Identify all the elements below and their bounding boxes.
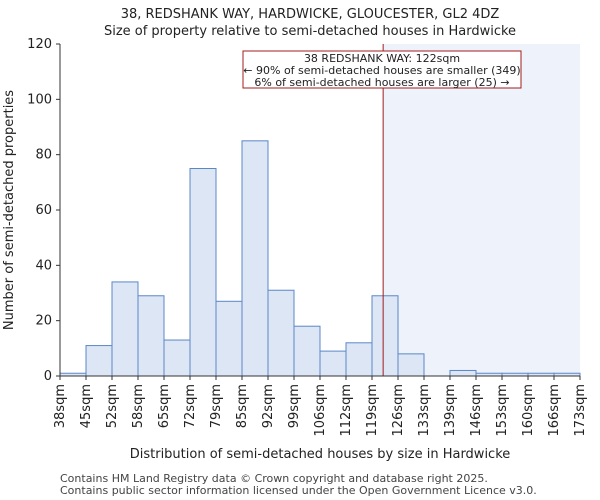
x-tick-label: 85sqm — [235, 384, 250, 428]
x-tick-label: 52sqm — [105, 384, 120, 428]
x-tick-label: 126sqm — [391, 384, 406, 437]
y-tick-label: 100 — [27, 92, 52, 107]
x-tick-label: 146sqm — [469, 384, 484, 437]
bar-112sqm — [345, 342, 373, 377]
bar-79sqm — [215, 300, 243, 377]
bar-92sqm — [267, 289, 295, 377]
y-axis-label: Number of semi-detached properties — [2, 90, 17, 330]
x-tick-label: 92sqm — [261, 384, 276, 428]
annotation-box: 38 REDSHANK WAY: 122sqm ← 90% of semi-de… — [242, 50, 522, 89]
bar-126sqm — [397, 353, 425, 377]
x-tick-label: 38sqm — [53, 384, 68, 428]
bar-139sqm — [449, 369, 477, 377]
x-tick-label: 112sqm — [339, 384, 354, 437]
x-tick-label: 65sqm — [157, 384, 172, 428]
y-tick-label: 120 — [27, 37, 52, 52]
bar-119sqm — [371, 295, 399, 377]
footer-line-1: Contains HM Land Registry data © Crown c… — [60, 472, 488, 485]
x-tick-label: 133sqm — [417, 384, 432, 437]
x-tick-label: 153sqm — [495, 384, 510, 437]
x-tick-label: 166sqm — [547, 384, 562, 437]
bar-72sqm — [189, 168, 217, 377]
y-tick-label: 40 — [35, 258, 52, 273]
x-tick-label: 119sqm — [365, 384, 380, 437]
annotation-line-1: 38 REDSHANK WAY: 122sqm — [304, 52, 460, 65]
bar-99sqm — [293, 325, 321, 377]
x-ticks: 38sqm 45sqm 52sqm 58sqm 65sqm 72sqm 79sqm 85sqm… — [53, 376, 588, 437]
x-tick-label: 160sqm — [521, 384, 536, 437]
bar-85sqm — [241, 140, 269, 377]
x-tick-label: 79sqm — [209, 384, 224, 428]
bar-106sqm — [319, 350, 347, 377]
x-tick-label: 58sqm — [131, 384, 146, 428]
x-tick-label: 173sqm — [573, 384, 588, 437]
annotation-line-3: 6% of semi-detached houses are larger (2… — [254, 76, 509, 89]
chart-subtitle: Size of property relative to semi-detach… — [104, 24, 516, 39]
annotation-line-2: ← 90% of semi-detached houses are smalle… — [243, 64, 520, 77]
annotation-frame — [242, 50, 522, 89]
y-tick-label: 0 — [44, 369, 52, 384]
x-axis-label: Distribution of semi-detached houses by … — [130, 447, 511, 462]
bar-52sqm — [111, 281, 139, 377]
footer-line-2: Contains public sector information licen… — [60, 484, 537, 497]
bar-65sqm — [163, 339, 191, 377]
x-tick-label: 45sqm — [79, 384, 94, 428]
x-tick-label: 139sqm — [443, 384, 458, 437]
x-tick-label: 99sqm — [287, 384, 302, 428]
y-tick-label: 60 — [35, 203, 52, 218]
y-ticks: 0 20 40 60 80 100 120 — [27, 37, 60, 384]
bar-58sqm — [137, 295, 165, 377]
y-tick-label: 20 — [35, 314, 52, 329]
x-tick-label: 72sqm — [183, 384, 198, 428]
bars — [59, 140, 581, 377]
x-tick-label: 106sqm — [313, 384, 328, 437]
larger-properties-region — [383, 44, 580, 376]
chart-title: 38, REDSHANK WAY, HARDWICKE, GLOUCESTER,… — [121, 7, 500, 22]
y-tick-label: 80 — [35, 148, 52, 163]
bar-45sqm — [85, 345, 113, 377]
